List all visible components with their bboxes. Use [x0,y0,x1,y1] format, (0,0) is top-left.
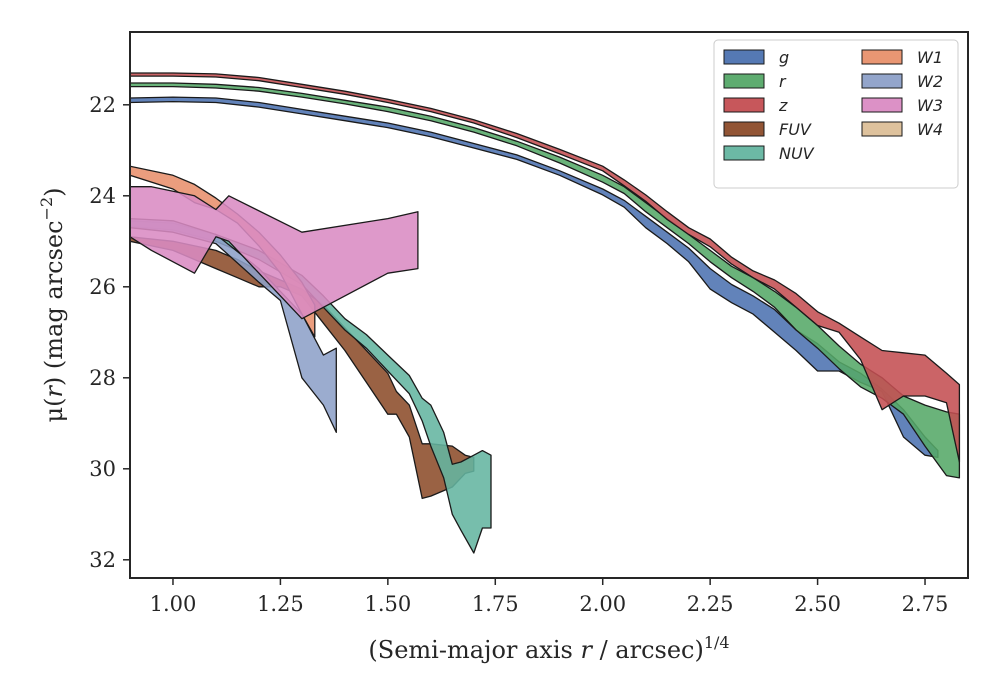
legend-label-fuv: FUV [779,120,812,139]
band-z [130,72,961,463]
x-tick-label: 2.25 [687,592,734,616]
y-tick-label: 24 [89,184,116,208]
y-tick-label: 26 [89,275,116,299]
legend-swatch-z [723,97,765,113]
legend-swatch-w1 [861,49,903,65]
x-axis-ticks: 1.00 1.25 1.50 1.75 2.00 2.25 2.50 2.75 [150,578,949,616]
legend-label-w3: W3 [917,96,943,115]
legend-label-w4: W4 [917,120,943,139]
x-axis-label: (Semi-major axis r / arcsec)1/4 [368,633,729,664]
x-tick-label: 1.25 [257,592,304,616]
x-tick-label: 1.50 [364,592,411,616]
legend-swatch-fuv [723,121,765,137]
band-w3 [130,186,419,320]
y-tick-label: 28 [89,366,116,390]
legend: grz FUV NUV W1 W2 W3 W4 [713,39,959,189]
y-axis-ticks: 22 24 26 28 30 32 [89,93,130,572]
x-tick-label: 1.00 [150,592,197,616]
y-tick-label: 30 [89,457,116,481]
legend-swatch-w3 [861,97,903,113]
legend-label-nuv: NUV [779,144,815,163]
legend-swatch-r [723,73,765,89]
legend-label-w1: W1 [917,48,943,67]
legend-swatch-nuv [723,145,765,161]
x-tick-label: 1.75 [472,592,519,616]
legend-swatch-w2 [861,73,903,89]
legend-label-z: z [778,96,788,115]
band-r [130,82,961,479]
x-tick-label: 2.00 [579,592,626,616]
y-tick-label: 32 [89,548,116,572]
y-tick-label: 22 [89,93,116,117]
legend-label-r: r [779,72,787,91]
x-tick-label: 2.50 [794,592,841,616]
y-axis-label: μ(r) (mag arcsec−2) [37,187,68,422]
x-tick-label: 2.75 [902,592,949,616]
plot-frame [129,31,969,579]
legend-swatch-w4 [861,121,903,137]
legend-swatch-g [723,49,765,65]
legend-label-g: g [779,48,789,67]
legend-label-w2: W2 [917,72,943,91]
chart-bands [130,72,961,554]
